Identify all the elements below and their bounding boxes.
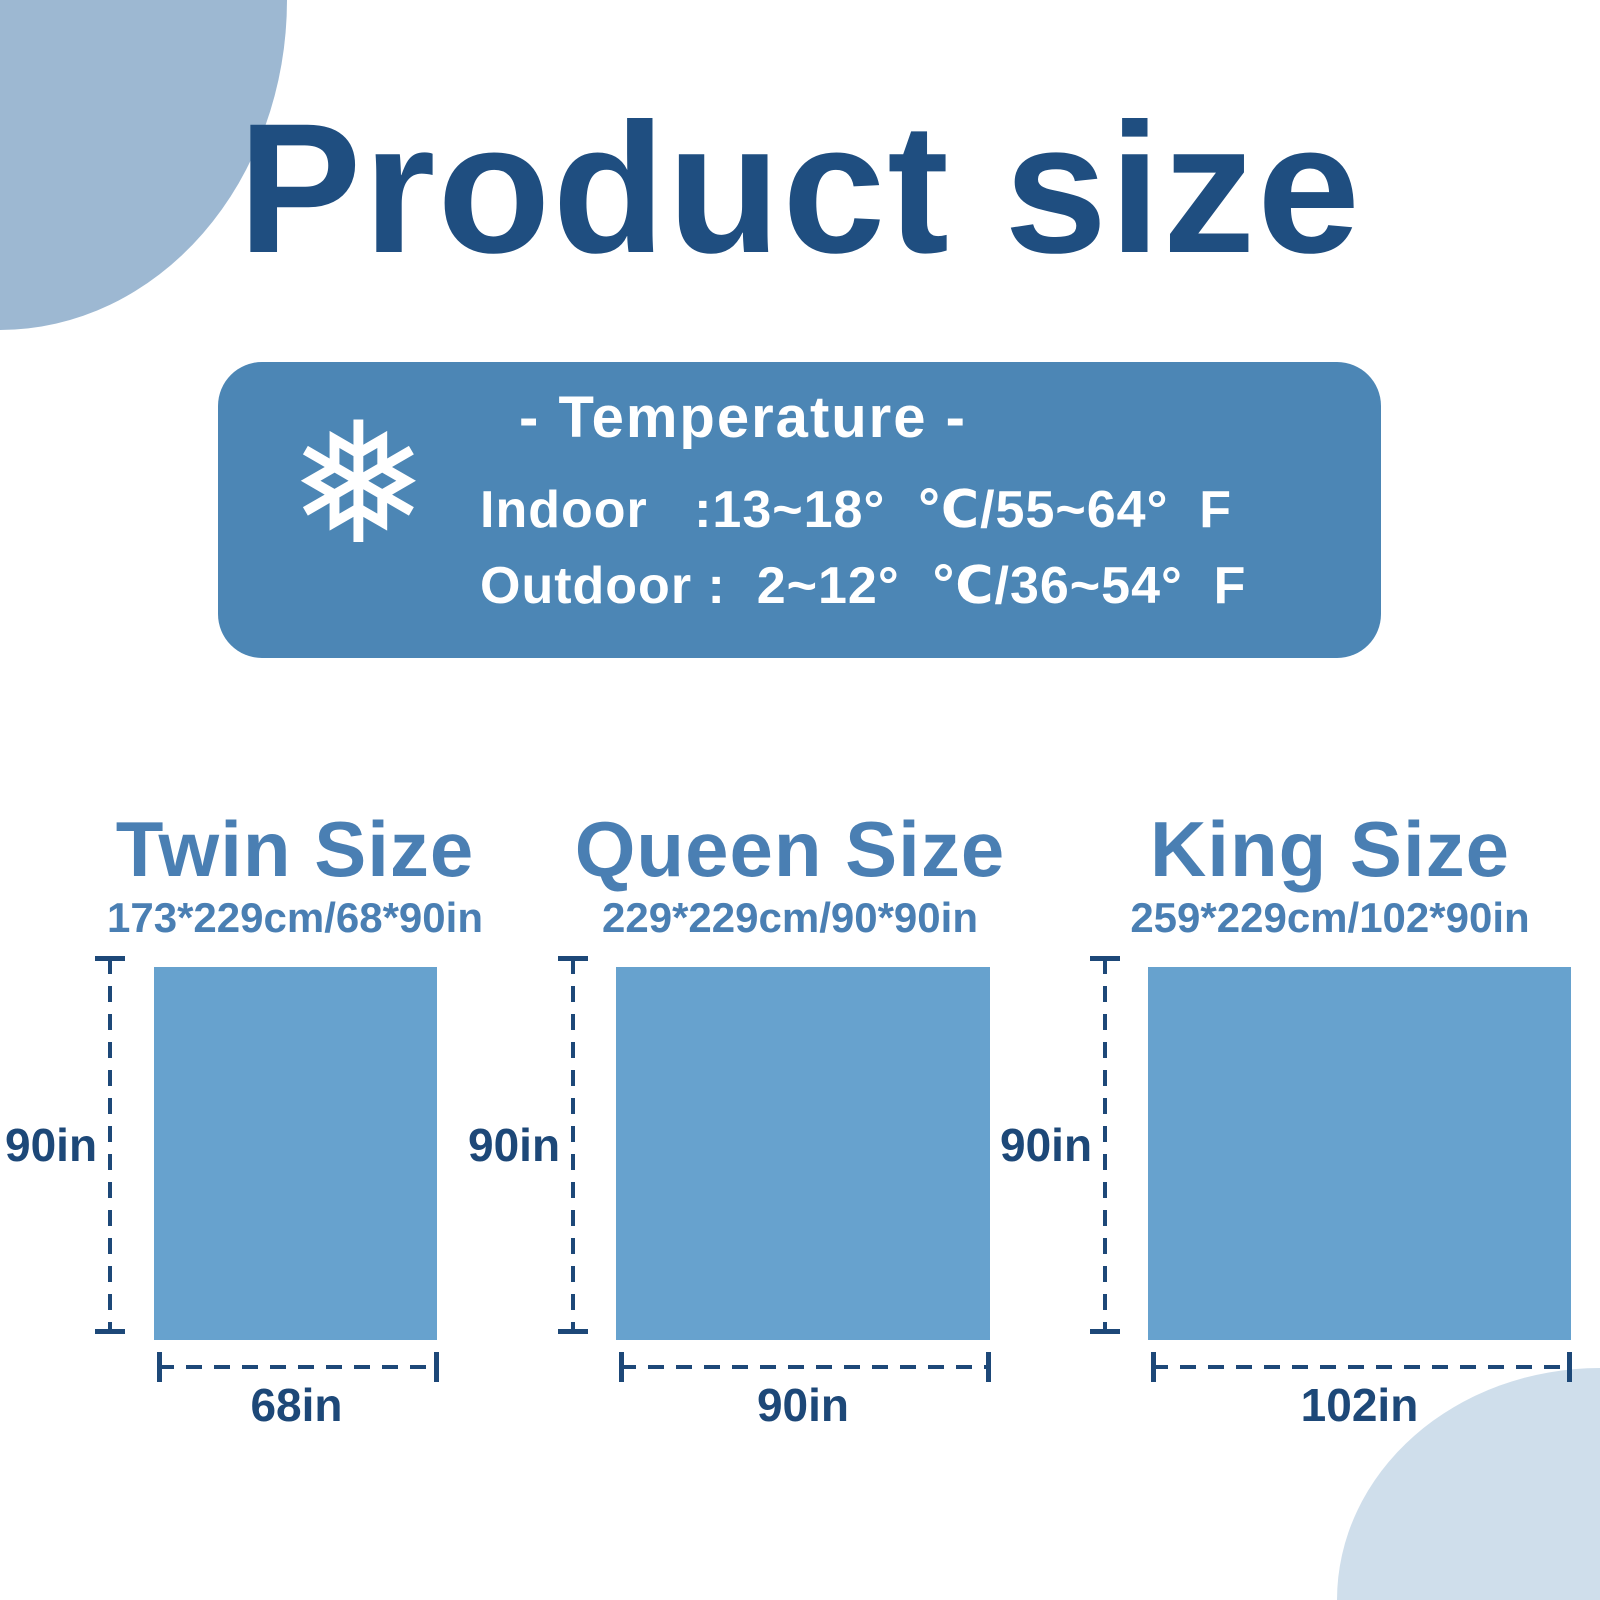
queen-rectangle: [616, 967, 990, 1340]
queen-size-dimensions: 229*229cm/90*90in: [602, 894, 978, 941]
twin-width-dimension-line: [157, 1352, 439, 1382]
king-size-dimensions: 259*229cm/102*90in: [1130, 894, 1530, 941]
queen-width-dimension-line: [619, 1352, 991, 1382]
king-width-dimension-line: [1151, 1352, 1572, 1382]
temperature-heading: - Temperature -: [519, 385, 967, 450]
twin-rectangle: [154, 967, 437, 1340]
queen-width-label: 90in: [756, 1379, 850, 1431]
king-width-label: 102in: [1300, 1379, 1419, 1431]
king-size-title: King Size: [1149, 805, 1511, 893]
twin-size-dimensions: 173*229cm/68*90in: [107, 894, 483, 941]
twin-height-label: 90in: [5, 1119, 98, 1171]
twin-size-title: Twin Size: [115, 805, 475, 893]
outdoor-temperature-line: Outdoor : 2~12° ℃/36~54° F: [480, 557, 1247, 615]
page-title: Product size: [238, 86, 1362, 292]
temperature-panel: ❅ - Temperature - Indoor :13~18° ℃/55~64…: [218, 362, 1381, 658]
queen-height-label: 90in: [468, 1119, 561, 1171]
queen-height-dimension-line: [558, 956, 588, 1334]
twin-width-label: 68in: [250, 1379, 343, 1431]
snowflake-icon: ❅: [288, 386, 429, 582]
indoor-temperature-line: Indoor :13~18° ℃/55~64° F: [480, 481, 1233, 539]
twin-height-dimension-line: [95, 956, 125, 1334]
king-height-dimension-line: [1090, 956, 1120, 1334]
king-height-label: 90in: [1000, 1119, 1093, 1171]
queen-size-title: Queen Size: [574, 805, 1006, 893]
king-rectangle: [1148, 967, 1571, 1340]
